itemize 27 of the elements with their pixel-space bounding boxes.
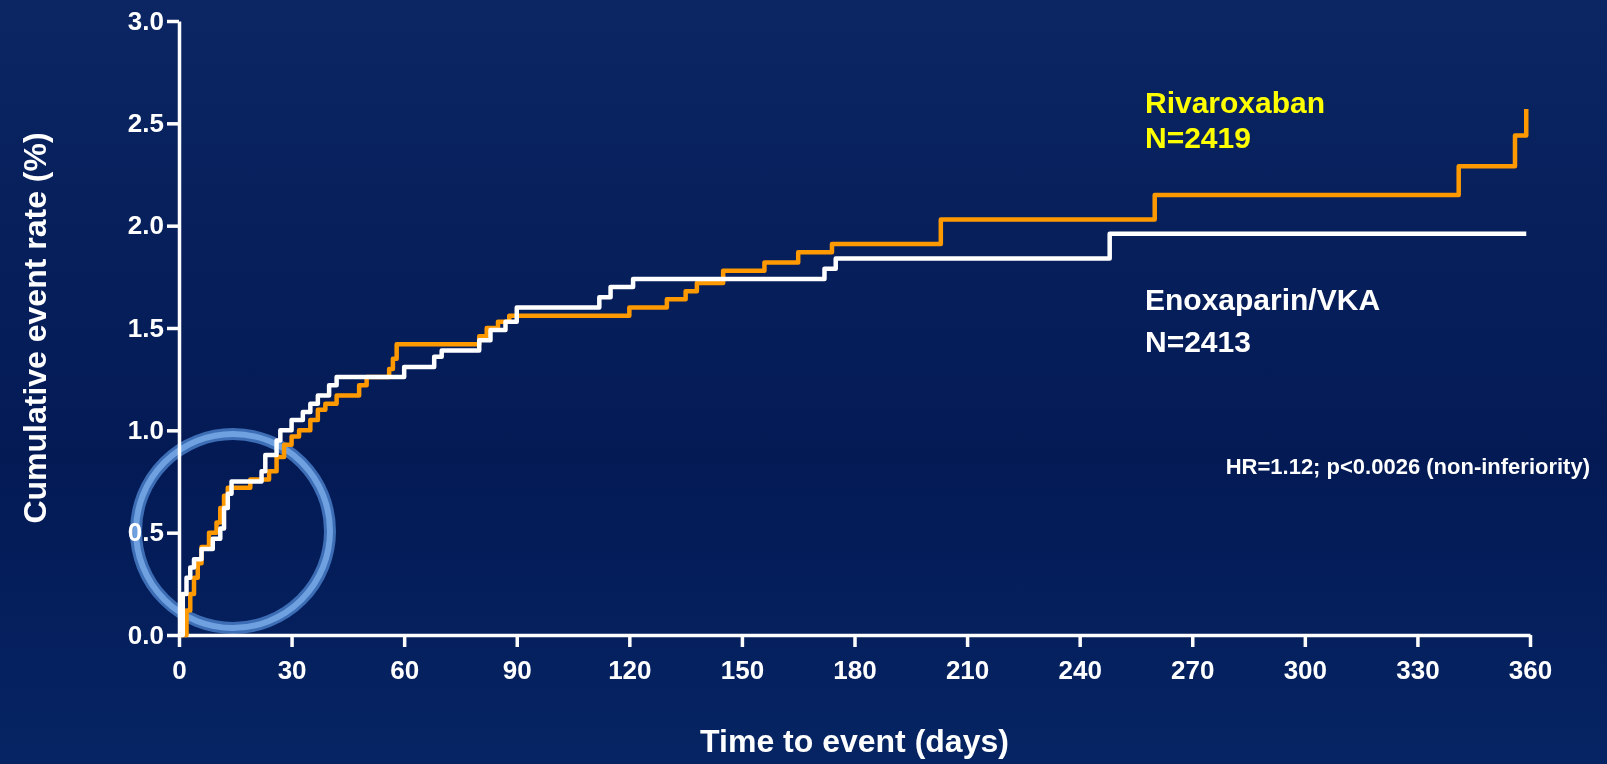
x-tick-label: 180 — [833, 654, 877, 685]
x-tick-label: 210 — [945, 654, 990, 685]
y-axis-title: Cumulative event rate (%) — [17, 132, 53, 524]
y-tick-label: 2.0 — [127, 210, 164, 241]
x-tick-label: 90 — [502, 654, 532, 685]
y-tick-label: 0.5 — [127, 517, 164, 548]
x-axis-title: Time to event (days) — [700, 723, 1009, 759]
x-tick-label: 30 — [277, 654, 307, 685]
y-tick-label: 1.0 — [127, 415, 164, 446]
x-tick-label: 240 — [1058, 654, 1102, 685]
annotation: N=2413 — [1145, 325, 1251, 358]
x-tick-label: 60 — [390, 654, 420, 685]
annotation: HR=1.12; p<0.0026 (non-inferiority) — [1225, 454, 1590, 479]
x-tick-label: 300 — [1283, 654, 1328, 685]
annotation: N=2419 — [1145, 121, 1251, 154]
x-tick-label: 150 — [720, 654, 765, 685]
x-tick-label: 0 — [172, 654, 187, 685]
y-tick-label: 0.0 — [127, 619, 164, 650]
series-label: Enoxaparin/VKA — [1145, 283, 1381, 316]
y-tick-label: 1.5 — [127, 312, 164, 343]
y-tick-label: 3.0 — [127, 5, 164, 36]
x-tick-label: 120 — [608, 654, 652, 685]
y-tick-label: 2.5 — [127, 108, 164, 139]
x-tick-label: 270 — [1171, 654, 1215, 685]
x-tick-label: 330 — [1396, 654, 1440, 685]
x-tick-label: 360 — [1508, 654, 1553, 685]
text: Rivaroxaban — [1145, 86, 1326, 119]
